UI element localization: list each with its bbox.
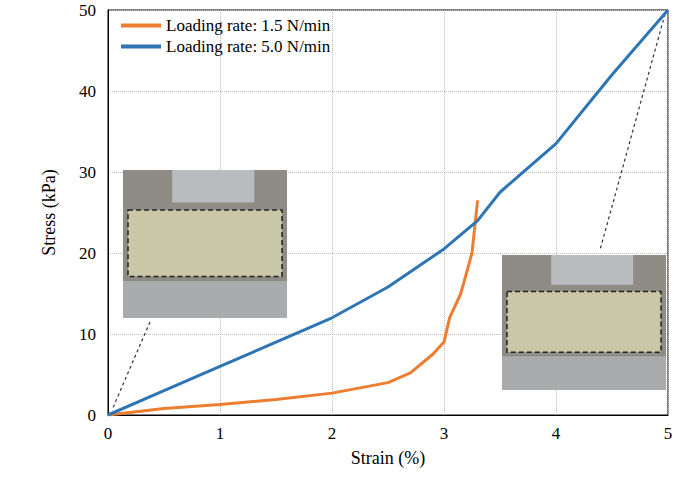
svg-text:30: 30 <box>79 163 96 182</box>
svg-text:4: 4 <box>552 424 561 443</box>
svg-text:20: 20 <box>79 244 96 263</box>
svg-text:40: 40 <box>79 82 96 101</box>
svg-text:Strain (%): Strain (%) <box>351 448 425 469</box>
svg-text:5: 5 <box>664 424 673 443</box>
svg-text:2: 2 <box>328 424 337 443</box>
svg-text:50: 50 <box>79 1 96 20</box>
svg-text:1: 1 <box>216 424 225 443</box>
svg-text:Loading rate: 5.0 N/min: Loading rate: 5.0 N/min <box>166 37 331 56</box>
svg-text:3: 3 <box>440 424 449 443</box>
svg-text:10: 10 <box>79 325 96 344</box>
svg-text:Loading rate: 1.5 N/min: Loading rate: 1.5 N/min <box>166 16 331 35</box>
svg-text:0: 0 <box>88 406 97 425</box>
svg-text:Stress (kPa): Stress (kPa) <box>39 169 60 256</box>
svg-text:0: 0 <box>104 424 113 443</box>
